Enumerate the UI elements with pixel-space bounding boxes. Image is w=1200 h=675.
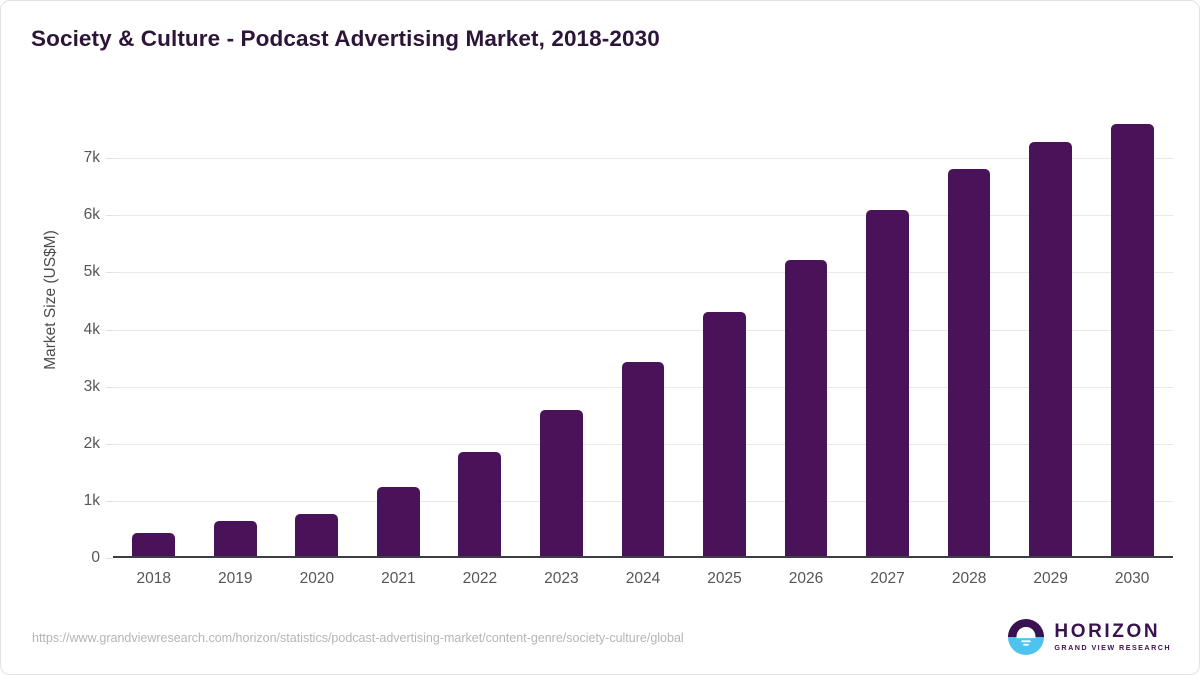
y-tick-label: 2k (83, 434, 100, 452)
bar-slot: 2030 (1091, 101, 1173, 587)
bars-group: 2018 2019 2020 2021 2022 2023 2024 2025 2026 2027… (113, 101, 1173, 587)
gridline (113, 158, 1173, 160)
bar-slot: 2020 (276, 101, 358, 587)
bar-2020[interactable] (295, 513, 339, 558)
x-tick-label: 2022 (462, 570, 498, 587)
x-axis-line (113, 556, 1173, 558)
bar-2028[interactable] (947, 168, 991, 558)
y-tick-mark (106, 443, 113, 445)
y-tick-mark (106, 500, 113, 502)
gridline (113, 272, 1173, 274)
bar-2024[interactable] (621, 362, 665, 558)
bar-slot: 2024 (602, 101, 684, 587)
gridline (113, 329, 1173, 331)
horizon-logo-text: HORIZON GRAND VIEW RESEARCH (1054, 622, 1171, 651)
bar-2023[interactable] (540, 409, 583, 558)
y-axis-title: Market Size (US$M) (42, 230, 59, 370)
x-tick-label: 2023 (544, 570, 579, 587)
bar-slot: 2022 (439, 101, 521, 587)
logo-title: HORIZON (1054, 621, 1161, 643)
bar-2029[interactable] (1029, 141, 1072, 558)
gridline (113, 215, 1173, 217)
y-tick-mark (106, 558, 113, 559)
bar-2022[interactable] (458, 452, 502, 558)
bar-2018[interactable] (132, 533, 176, 558)
y-tick-label: 7k (83, 149, 100, 167)
bar-slot: 2027 (847, 101, 929, 587)
y-tick-label: 6k (83, 206, 100, 224)
horizon-logo: HORIZON GRAND VIEW RESEARCH (1007, 618, 1171, 656)
logo-subtitle: GRAND VIEW RESEARCH (1054, 643, 1171, 653)
x-tick-label: 2021 (381, 570, 416, 587)
bar-2027[interactable] (866, 210, 909, 558)
x-tick-label: 2028 (951, 570, 987, 587)
bar-slot: 2023 (521, 101, 603, 587)
bar-slot: 2025 (684, 101, 766, 587)
y-tick-mark (106, 158, 113, 160)
bar-2021[interactable] (376, 486, 420, 558)
page-title: Society & Culture - Podcast Advertising … (31, 26, 660, 51)
x-tick-label: 2030 (1114, 570, 1150, 587)
x-tick-label: 2018 (136, 570, 171, 587)
x-tick-label: 2029 (1033, 570, 1068, 587)
y-tick-label: 3k (83, 377, 100, 395)
plot-area: 0 1k 2k 3k 4k 5k 6k 7k 2018 2019 2020 2021 2022 2023… (84, 101, 1173, 587)
y-tick-label: 0 (91, 549, 100, 566)
y-tick-label: 5k (83, 263, 100, 281)
y-tick-mark (106, 215, 113, 217)
x-tick-label: 2025 (707, 570, 742, 587)
y-tick-label: 4k (83, 320, 100, 338)
horizon-logo-icon (1007, 618, 1045, 656)
bar-slot: 2018 (113, 101, 195, 587)
bar-2030[interactable] (1110, 124, 1154, 558)
source-url[interactable]: https://www.grandviewresearch.com/horizo… (32, 631, 684, 645)
bar-slot: 2029 (1010, 101, 1092, 587)
x-tick-label: 2024 (625, 570, 661, 587)
bar-slot: 2028 (928, 101, 1010, 587)
x-tick-label: 2026 (788, 570, 824, 587)
bar-slot: 2026 (765, 101, 847, 587)
bar-slot: 2021 (358, 101, 440, 587)
y-tick-mark (106, 272, 113, 274)
x-tick-label: 2027 (870, 570, 905, 587)
x-tick-label: 2019 (218, 570, 253, 587)
bar-2019[interactable] (213, 520, 257, 558)
y-tick-label: 1k (83, 491, 100, 509)
bar-slot: 2019 (195, 101, 277, 587)
bar-2026[interactable] (784, 259, 828, 558)
x-tick-label: 2020 (299, 570, 335, 587)
y-tick-mark (106, 386, 113, 388)
y-tick-mark (106, 329, 113, 331)
bar-2025[interactable] (703, 311, 746, 558)
